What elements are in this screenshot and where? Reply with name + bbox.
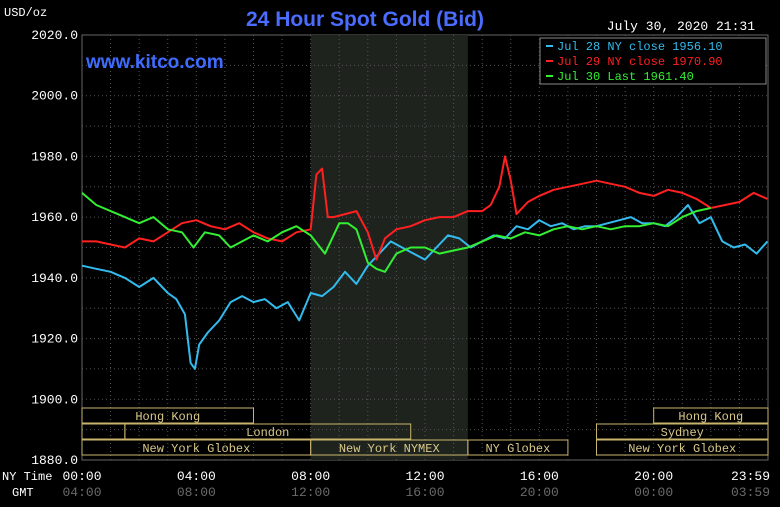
session-label: Sydney — [661, 426, 704, 440]
legend-entry: Jul 30 Last 1961.40 — [557, 70, 694, 84]
x-tick-label-gmt: 20:00 — [520, 485, 559, 500]
x-tick-label-gmt: 03:59 — [731, 485, 770, 500]
x-tick-label-gmt: 12:00 — [291, 485, 330, 500]
session-box — [596, 423, 769, 440]
series-line — [82, 155, 768, 261]
watermark-url: www.kitco.com — [85, 52, 224, 73]
x-tick-label-gmt: 00:00 — [634, 485, 673, 500]
session-label: New York NYMEX — [339, 442, 440, 456]
y-tick-label: 1880.0 — [31, 453, 78, 468]
x-tick-label-ny: 08:00 — [291, 469, 330, 484]
x-tick-label-ny: 16:00 — [520, 469, 559, 484]
chart-title: 24 Hour Spot Gold (Bid) — [246, 8, 484, 31]
legend-box — [539, 37, 767, 85]
session-box — [124, 423, 412, 440]
x-tick-label-ny: 04:00 — [177, 469, 216, 484]
y-tick-label: 1920.0 — [31, 332, 78, 347]
y-tick-label: 1940.0 — [31, 271, 78, 286]
legend-entry: Jul 28 NY close 1956.10 — [557, 40, 723, 54]
session-label: New York Globex — [142, 442, 250, 456]
session-label: Hong Kong — [678, 410, 743, 424]
legend-entry: Jul 29 NY close 1970.90 — [557, 55, 723, 69]
x-tick-label-ny: 00:00 — [62, 469, 101, 484]
x-tick-label-ny: 23:59 — [731, 469, 770, 484]
y-tick-label: 1980.0 — [31, 149, 78, 164]
y-unit-label: USD/oz — [4, 6, 47, 20]
session-box — [653, 407, 769, 424]
ny-time-row-label: NY Time — [2, 470, 52, 484]
series-line — [81, 192, 712, 273]
x-tick-label-ny: 12:00 — [405, 469, 444, 484]
session-label: NY Globex — [485, 442, 550, 456]
y-tick-label: 2020.0 — [31, 28, 78, 43]
shaded-session-region — [310, 35, 468, 460]
x-tick-label-gmt: 16:00 — [405, 485, 444, 500]
session-label: New York Globex — [628, 442, 736, 456]
session-label: London — [246, 426, 289, 440]
x-tick-label-ny: 20:00 — [634, 469, 673, 484]
y-tick-label: 1900.0 — [31, 392, 78, 407]
x-tick-label-gmt: 04:00 — [62, 485, 101, 500]
session-box — [467, 439, 569, 456]
y-tick-label: 2000.0 — [31, 89, 78, 104]
gmt-row-label: GMT — [12, 486, 34, 500]
session-box — [596, 439, 769, 456]
x-tick-label-gmt: 08:00 — [177, 485, 216, 500]
session-box — [81, 407, 254, 424]
y-tick-label: 1960.0 — [31, 210, 78, 225]
session-label: Hong Kong — [135, 410, 200, 424]
timestamp: July 30, 2020 21:31 — [607, 19, 755, 34]
